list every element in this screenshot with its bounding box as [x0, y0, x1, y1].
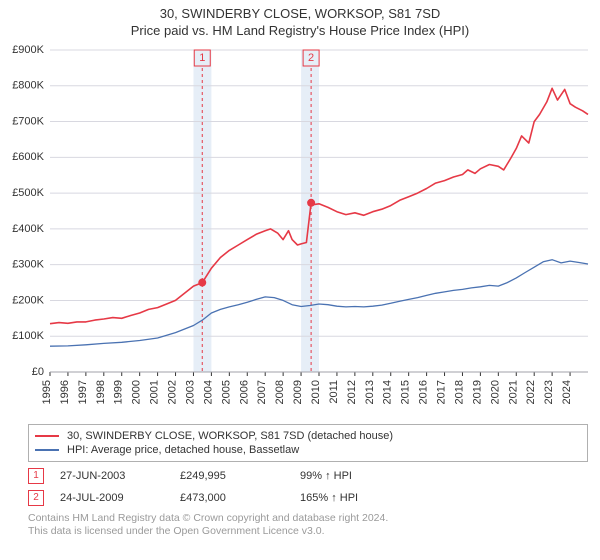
svg-text:1: 1 — [199, 52, 205, 64]
svg-text:2007: 2007 — [256, 380, 268, 404]
svg-text:1999: 1999 — [113, 380, 125, 404]
svg-text:2021: 2021 — [507, 380, 519, 404]
svg-text:2003: 2003 — [184, 380, 196, 404]
footer-line2: This data is licensed under the Open Gov… — [28, 525, 588, 538]
svg-text:1996: 1996 — [59, 380, 71, 404]
tx-date-2: 24-JUL-2009 — [60, 492, 180, 504]
below-chart: 30, SWINDERBY CLOSE, WORKSOP, S81 7SD (d… — [0, 424, 600, 538]
svg-text:£400K: £400K — [12, 223, 44, 235]
svg-text:2016: 2016 — [418, 380, 430, 404]
svg-text:2013: 2013 — [364, 380, 376, 404]
svg-text:2020: 2020 — [489, 380, 501, 404]
legend-swatch-hpi — [35, 449, 59, 451]
tx-marker-1: 1 — [28, 468, 44, 484]
svg-text:£900K: £900K — [12, 44, 44, 56]
tx-date-1: 27-JUN-2003 — [60, 470, 180, 482]
svg-text:2: 2 — [308, 52, 314, 64]
svg-text:2009: 2009 — [292, 380, 304, 404]
footer-line1: Contains HM Land Registry data © Crown c… — [28, 512, 588, 525]
page-root: 30, SWINDERBY CLOSE, WORKSOP, S81 7SD Pr… — [0, 0, 600, 560]
transaction-row-2: 2 24-JUL-2009 £473,000 165% ↑ HPI — [28, 490, 588, 506]
svg-text:2005: 2005 — [220, 380, 232, 404]
legend-swatch-subject — [35, 435, 59, 437]
svg-text:2024: 2024 — [561, 380, 573, 404]
svg-text:£100K: £100K — [12, 330, 44, 342]
tx-marker-1-num: 1 — [33, 470, 39, 481]
svg-text:1998: 1998 — [95, 380, 107, 404]
svg-text:2000: 2000 — [131, 380, 143, 404]
svg-text:£0: £0 — [32, 366, 44, 378]
svg-text:1995: 1995 — [41, 380, 53, 404]
tx-pct-1: 99% ↑ HPI — [300, 470, 352, 482]
svg-text:2019: 2019 — [471, 380, 483, 404]
transaction-row-1: 1 27-JUN-2003 £249,995 99% ↑ HPI — [28, 468, 588, 484]
svg-text:1997: 1997 — [77, 380, 89, 404]
svg-text:2015: 2015 — [400, 380, 412, 404]
svg-text:2012: 2012 — [346, 380, 358, 404]
svg-text:2017: 2017 — [436, 380, 448, 404]
legend-item-subject: 30, SWINDERBY CLOSE, WORKSOP, S81 7SD (d… — [35, 429, 581, 443]
tx-pct-2: 165% ↑ HPI — [300, 492, 358, 504]
svg-text:£500K: £500K — [12, 187, 44, 199]
tx-marker-2-num: 2 — [33, 492, 39, 503]
legend-label-subject: 30, SWINDERBY CLOSE, WORKSOP, S81 7SD (d… — [67, 430, 393, 442]
legend-label-hpi: HPI: Average price, detached house, Bass… — [67, 444, 299, 456]
svg-text:£300K: £300K — [12, 258, 44, 270]
svg-text:2002: 2002 — [167, 380, 179, 404]
svg-text:2023: 2023 — [543, 380, 555, 404]
tx-marker-2: 2 — [28, 490, 44, 506]
title-line1: 30, SWINDERBY CLOSE, WORKSOP, S81 7SD — [0, 6, 600, 23]
svg-text:2001: 2001 — [149, 380, 161, 404]
svg-text:2014: 2014 — [382, 380, 394, 404]
svg-text:£800K: £800K — [12, 80, 44, 92]
svg-text:£200K: £200K — [12, 294, 44, 306]
svg-text:2006: 2006 — [238, 380, 250, 404]
svg-text:2011: 2011 — [328, 380, 340, 404]
svg-text:2010: 2010 — [310, 380, 322, 404]
legend-item-hpi: HPI: Average price, detached house, Bass… — [35, 443, 581, 457]
legend: 30, SWINDERBY CLOSE, WORKSOP, S81 7SD (d… — [28, 424, 588, 462]
footer: Contains HM Land Registry data © Crown c… — [28, 512, 588, 538]
svg-text:2022: 2022 — [525, 380, 537, 404]
title-line2: Price paid vs. HM Land Registry's House … — [0, 23, 600, 38]
svg-text:2008: 2008 — [274, 380, 286, 404]
svg-text:£700K: £700K — [12, 115, 44, 127]
tx-price-1: £249,995 — [180, 470, 300, 482]
svg-text:2004: 2004 — [202, 380, 214, 404]
tx-price-2: £473,000 — [180, 492, 300, 504]
svg-text:£600K: £600K — [12, 151, 44, 163]
svg-text:2018: 2018 — [453, 380, 465, 404]
line-chart: £0 £100K £200K £300K £400K £500K £600K £700K £80… — [0, 42, 600, 422]
